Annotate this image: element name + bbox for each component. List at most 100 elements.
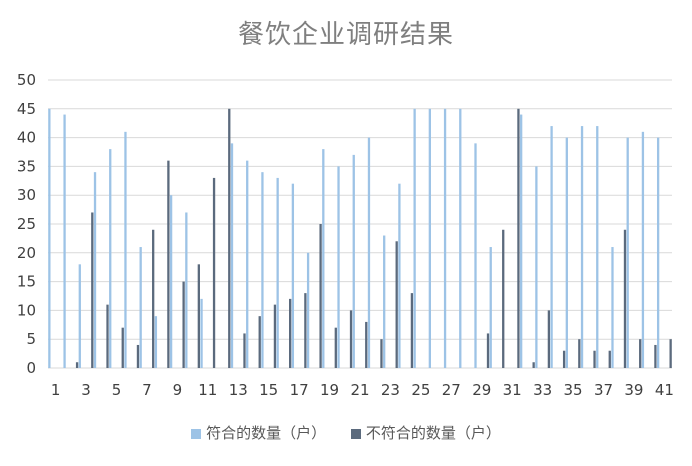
x-tick-label-19: 19 — [320, 381, 339, 399]
bar-noncompliant-11 — [212, 177, 216, 368]
bar-noncompliant-35 — [578, 339, 581, 368]
x-tick-label-29: 29 — [472, 381, 491, 399]
bar-noncompliant-38 — [623, 229, 627, 368]
x-tick-label-27: 27 — [442, 381, 461, 399]
chart-title: 餐饮企业调研结果 — [237, 20, 454, 50]
bar-noncompliant-6 — [136, 344, 140, 368]
bar-noncompliant-8 — [167, 160, 170, 368]
y-tick-label-50: 50 — [17, 71, 36, 89]
y-tick-label-25: 25 — [17, 215, 36, 233]
bar-noncompliant-40 — [654, 344, 657, 368]
bar-compliant-26 — [428, 108, 431, 369]
bar-noncompliant-5 — [121, 327, 124, 368]
y-tick-label-5: 5 — [26, 330, 36, 348]
legend-item-compliant: 符合的数量（户） — [191, 422, 326, 443]
x-tick-label-41: 41 — [655, 381, 674, 399]
bar-noncompliant-16 — [289, 298, 292, 368]
bar-noncompliant-7 — [152, 229, 155, 368]
bar-noncompliant-13 — [243, 333, 246, 368]
x-tick-label-9: 9 — [173, 381, 183, 399]
bar-compliant-4 — [93, 172, 97, 368]
y-tick-label-20: 20 — [17, 244, 36, 262]
bar-compliant-32 — [520, 114, 523, 368]
x-tick-label-17: 17 — [290, 381, 309, 399]
legend-swatch-compliant — [191, 429, 202, 439]
bar-noncompliant-14 — [258, 316, 261, 368]
x-tick-label-13: 13 — [229, 381, 248, 399]
y-tick-label-30: 30 — [17, 186, 36, 204]
x-tick-label-1: 1 — [51, 381, 61, 399]
x-tick-label-23: 23 — [381, 381, 400, 399]
x-tick-label-33: 33 — [533, 381, 552, 399]
bar-noncompliant-36 — [593, 350, 596, 368]
legend-label-noncompliant: 不符合的数量（户） — [365, 424, 501, 442]
bar-compliant-15 — [261, 172, 264, 368]
bar-compliant-18 — [306, 252, 310, 368]
y-tick-label-45: 45 — [17, 100, 36, 118]
bar-noncompliant-17 — [304, 293, 307, 368]
y-tick-label-0: 0 — [26, 359, 36, 377]
x-tick-label-21: 21 — [350, 381, 369, 399]
bar-compliant-41 — [656, 137, 660, 368]
bar-noncompliant-22 — [380, 339, 383, 368]
bar-compliant-1 — [48, 108, 51, 369]
x-tick-label-7: 7 — [142, 381, 152, 399]
bar-compliant-40 — [641, 131, 645, 368]
bar-noncompliant-23 — [395, 241, 398, 368]
bar-compliant-27 — [443, 108, 447, 369]
bar-compliant-37 — [596, 126, 599, 368]
bar-noncompliant-39 — [639, 339, 642, 368]
bar-compliant-22 — [367, 137, 371, 368]
bar-compliant-14 — [246, 160, 249, 368]
bar-noncompliant-32 — [532, 362, 535, 368]
bar-compliant-17 — [291, 183, 295, 368]
bar-noncompliant-10 — [197, 264, 200, 368]
bar-compliant-5 — [109, 149, 112, 368]
bar-noncompliant-31 — [517, 108, 520, 369]
legend-label-compliant: 符合的数量（户） — [206, 424, 327, 442]
y-tick-label-35: 35 — [17, 157, 36, 175]
bar-compliant-16 — [276, 177, 279, 368]
bar-noncompliant-29 — [486, 333, 490, 368]
bar-compliant-9 — [169, 195, 173, 368]
gridlines — [48, 79, 672, 340]
bar-compliant-3 — [78, 264, 81, 368]
bar-noncompliant-15 — [273, 304, 277, 368]
bar-noncompliant-21 — [365, 321, 368, 368]
bar-compliant-6 — [124, 131, 127, 368]
x-tick-label-3: 3 — [81, 381, 91, 399]
y-tick-label-40: 40 — [17, 129, 36, 147]
x-tick-label-35: 35 — [564, 381, 583, 399]
bar-compliant-13 — [230, 143, 234, 368]
x-tick-label-37: 37 — [594, 381, 613, 399]
bar-compliant-25 — [413, 108, 416, 369]
bar-compliant-30 — [489, 247, 492, 368]
bars — [48, 108, 672, 369]
bar-compliant-29 — [474, 143, 477, 368]
bar-noncompliant-20 — [349, 310, 353, 368]
bar-noncompliant-30 — [502, 229, 505, 368]
bar-noncompliant-24 — [410, 293, 414, 368]
bar-compliant-23 — [383, 235, 386, 368]
y-tick-label-10: 10 — [17, 301, 36, 319]
bar-compliant-39 — [626, 137, 629, 368]
bar-compliant-8 — [154, 316, 158, 368]
bar-noncompliant-37 — [608, 350, 611, 368]
legend-item-noncompliant: 不符合的数量（户） — [350, 422, 501, 443]
bar-noncompliant-33 — [547, 310, 551, 368]
x-tick-label-5: 5 — [112, 381, 122, 399]
x-tick-label-39: 39 — [624, 381, 643, 399]
bar-noncompliant-34 — [562, 350, 566, 368]
x-tick-label-31: 31 — [503, 381, 522, 399]
bar-compliant-2 — [63, 114, 66, 368]
bar-compliant-7 — [139, 247, 142, 368]
bar-compliant-35 — [565, 137, 568, 368]
bar-compliant-36 — [580, 126, 584, 368]
bar-noncompliant-41 — [669, 339, 672, 368]
x-tick-label-11: 11 — [198, 381, 217, 399]
bar-compliant-24 — [398, 183, 401, 368]
bar-compliant-38 — [611, 247, 614, 368]
bar-compliant-10 — [185, 212, 188, 368]
